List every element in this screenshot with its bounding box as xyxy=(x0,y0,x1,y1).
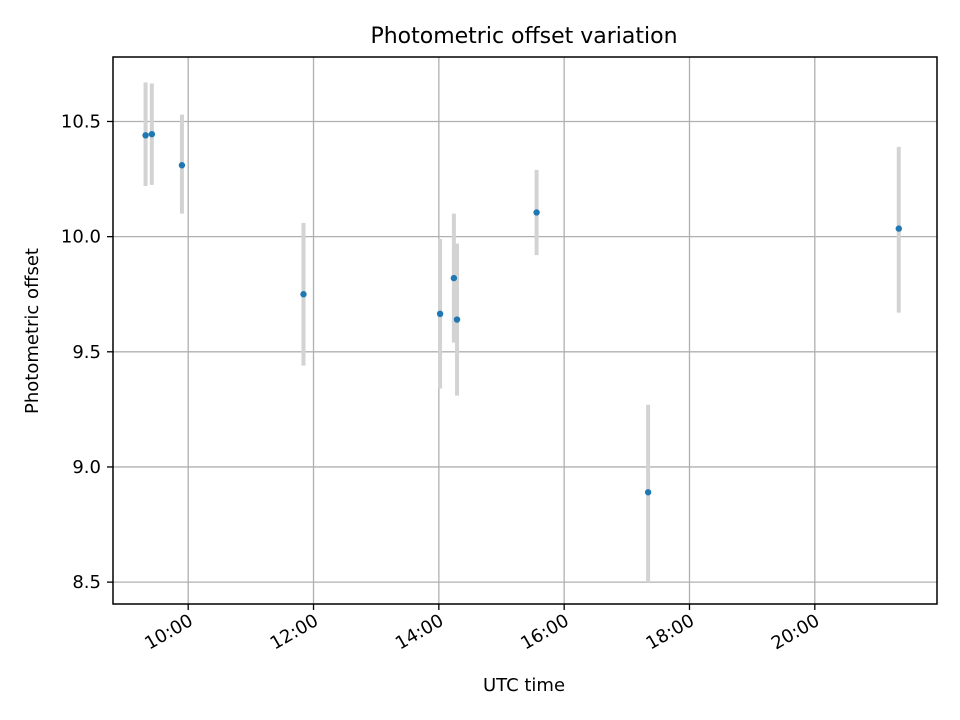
data-point xyxy=(142,132,149,139)
data-point xyxy=(895,225,902,232)
y-axis-ticks: 8.5 9.0 9.5 10.0 10.5 xyxy=(61,111,113,593)
y-tick-label: 10.0 xyxy=(61,227,101,248)
y-tick-label: 8.5 xyxy=(72,572,101,593)
chart-title: Photometric offset variation xyxy=(370,24,677,49)
data-point xyxy=(533,209,540,216)
data-point xyxy=(300,291,307,298)
data-point xyxy=(453,316,461,323)
data-point xyxy=(148,130,156,138)
x-axis-label: UTC time xyxy=(483,675,565,696)
y-tick-label: 10.5 xyxy=(61,111,101,132)
y-axis-label: Photometric offset xyxy=(22,248,43,414)
data-points xyxy=(142,130,902,496)
data-point xyxy=(178,162,186,169)
data-point xyxy=(644,489,652,496)
y-tick-label: 9.0 xyxy=(72,457,101,478)
axes-frame xyxy=(112,56,938,605)
y-tick-label: 9.5 xyxy=(72,342,101,363)
data-point xyxy=(436,310,444,318)
data-point xyxy=(450,274,458,282)
